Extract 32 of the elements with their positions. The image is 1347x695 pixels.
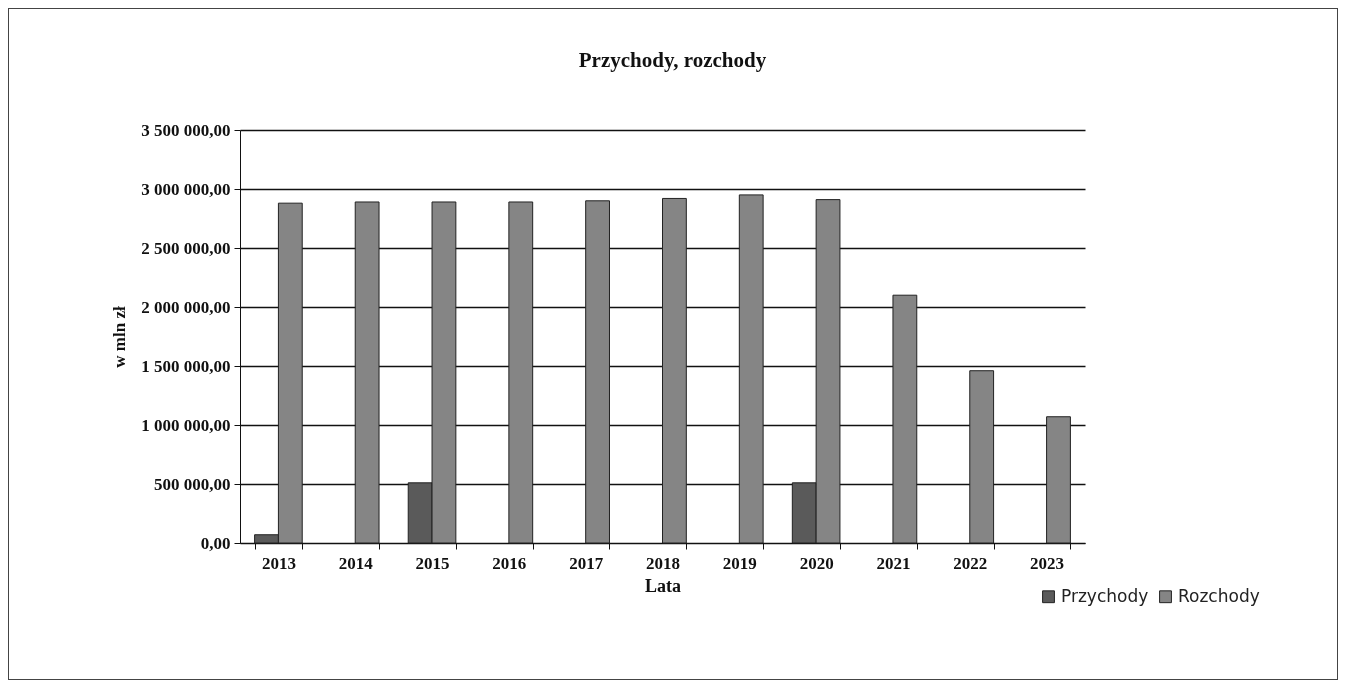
x-tick-label: 2014: [338, 553, 374, 573]
y-tick-label: 0,00: [200, 533, 231, 553]
x-axis-title: Lata: [645, 575, 681, 596]
x-tick-label: 2013: [261, 553, 296, 573]
x-tick-label: 2022: [953, 553, 988, 573]
y-tick-label: 2 000 000,00: [141, 297, 231, 317]
x-tick-label: 2021: [876, 553, 911, 573]
x-tick-label: 2016: [492, 553, 527, 573]
y-tick-label: 3 500 000,00: [141, 120, 231, 140]
legend-label: Rozchody: [1178, 585, 1260, 606]
x-tick-label: 2020: [799, 553, 834, 573]
y-tick-label: 1 000 000,00: [141, 415, 231, 435]
y-axis-title: w mln zł: [110, 306, 130, 368]
bar: [892, 294, 918, 544]
y-tick-label: 2 500 000,00: [141, 238, 231, 258]
x-tick-label: 2023: [1030, 553, 1065, 573]
bar: [1046, 416, 1071, 544]
chart-title: Przychody, rozchody: [578, 48, 767, 72]
y-tick-label: 3 000 000,00: [141, 179, 231, 199]
bar: [738, 194, 764, 544]
bar: [508, 201, 534, 544]
bar: [662, 197, 687, 544]
bar: [354, 201, 380, 544]
x-tick-label: 2017: [569, 553, 604, 573]
y-tick-label: 500 000,00: [154, 474, 231, 494]
legend-label: Przychody: [1061, 585, 1149, 606]
x-tick-label: 2019: [722, 553, 757, 573]
bar: [585, 200, 610, 544]
bar: [969, 370, 995, 544]
x-tick-label: 2015: [415, 553, 450, 573]
x-tick-label: 2018: [646, 553, 680, 573]
y-tick-label: 1 500 000,00: [141, 356, 231, 376]
